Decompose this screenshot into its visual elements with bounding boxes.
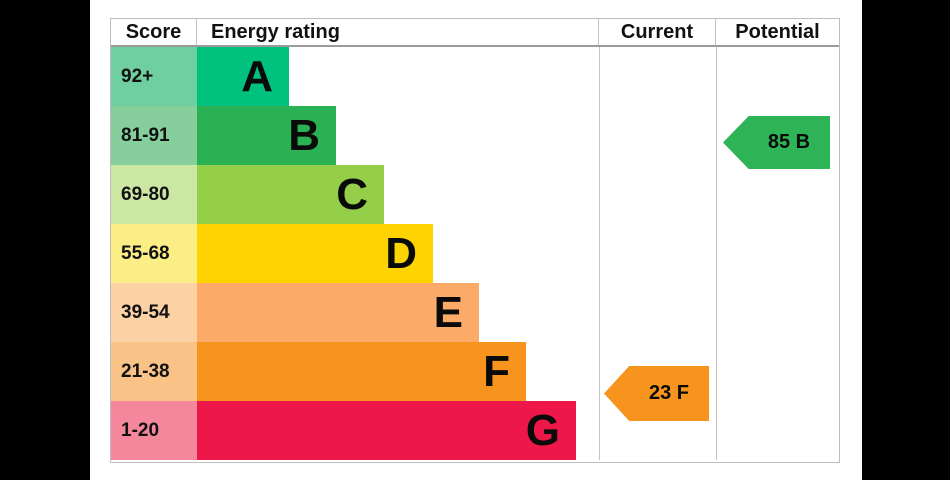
potential-rating-label: 85 B [767,131,811,153]
band-bar-b: B [197,106,336,165]
band-bar-d: D [197,224,433,283]
table-body: 92+ A 81-91 B 69-80 C 55-68 D 39-54 E 21… [111,47,839,460]
chart-panel: Score Energy rating Current Potential 92… [90,0,862,480]
header-score: Score [111,19,197,45]
current-rating-label: 23 F [648,382,690,404]
band-score-range: 81-91 [111,106,197,165]
band-bar-a: A [197,47,289,106]
epc-table: Score Energy rating Current Potential 92… [110,18,840,463]
band-letter: F [483,346,510,396]
table-header: Score Energy rating Current Potential [111,19,839,47]
band-row: 92+ A [111,47,839,106]
band-rows: 92+ A 81-91 B 69-80 C 55-68 D 39-54 E 21… [111,47,839,460]
band-bar-c: C [197,165,384,224]
header-current: Current [599,19,716,45]
band-letter: B [288,110,320,160]
current-rating-arrow: 23 F [604,366,709,421]
band-bar-g: G [197,401,576,460]
band-score-range: 55-68 [111,224,197,283]
column-divider-current [599,47,600,460]
band-score-range: 21-38 [111,342,197,401]
band-row: 55-68 D [111,224,839,283]
band-letter: A [241,51,273,101]
band-score-range: 92+ [111,47,197,106]
band-bar-f: F [197,342,526,401]
band-row: 69-80 C [111,165,839,224]
band-letter: E [433,287,463,337]
band-letter: D [385,228,417,278]
band-score-range: 39-54 [111,283,197,342]
band-row: 81-91 B [111,106,839,165]
potential-rating-arrow: 85 B [723,116,830,169]
column-divider-potential [716,47,717,460]
band-score-range: 69-80 [111,165,197,224]
header-energy-rating: Energy rating [197,19,599,45]
band-row: 1-20 G [111,401,839,460]
band-row: 21-38 F [111,342,839,401]
band-score-range: 1-20 [111,401,197,460]
band-row: 39-54 E [111,283,839,342]
band-letter: C [336,169,368,219]
band-bar-e: E [197,283,479,342]
band-letter: G [525,405,560,455]
header-potential: Potential [735,20,820,43]
